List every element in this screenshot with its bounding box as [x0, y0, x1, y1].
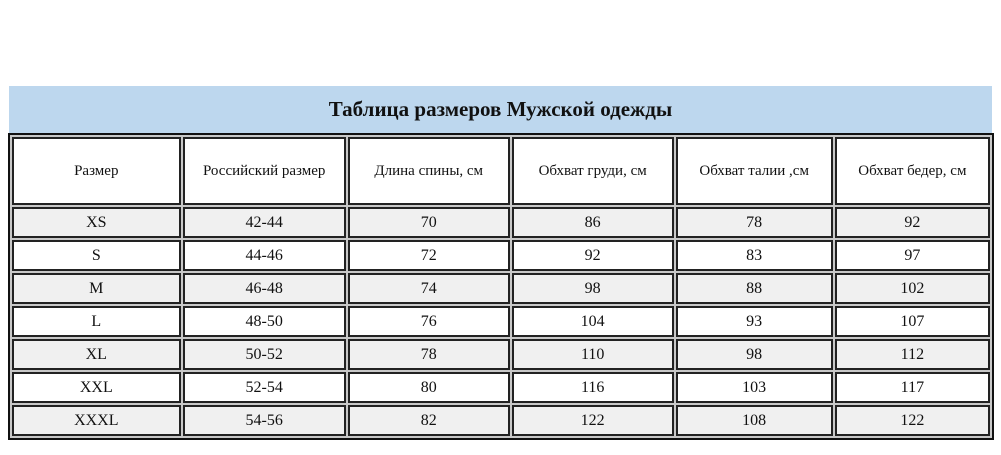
table-cell: L: [12, 306, 181, 337]
table-cell: 108: [675, 405, 833, 436]
table-cell: 97: [834, 240, 990, 271]
table-title: Таблица размеров Мужской одежды: [9, 86, 992, 133]
table-cell: XXXL: [12, 405, 181, 436]
table-row: XXXL 54-56 82 122 108 122: [12, 405, 990, 436]
table-row: XXL 52-54 80 116 103 117: [12, 372, 990, 403]
table-cell: 107: [834, 306, 990, 337]
column-header: Размер: [12, 137, 181, 205]
table-cell: 82: [347, 405, 510, 436]
table-row: L 48-50 76 104 93 107: [12, 306, 990, 337]
table-cell: 70: [347, 207, 510, 238]
table-cell: 122: [834, 405, 990, 436]
table-cell: 117: [834, 372, 990, 403]
table-cell: 98: [675, 339, 833, 370]
table-cell: 72: [347, 240, 510, 271]
column-header: Обхват талии ,см: [675, 137, 833, 205]
table-cell: 78: [675, 207, 833, 238]
table-cell: 74: [347, 273, 510, 304]
table-cell: 122: [511, 405, 674, 436]
table-cell: XS: [12, 207, 181, 238]
table-cell: 110: [511, 339, 674, 370]
table-cell: 80: [347, 372, 510, 403]
table-cell: 112: [834, 339, 990, 370]
table-cell: 76: [347, 306, 510, 337]
table-row: XL 50-52 78 110 98 112: [12, 339, 990, 370]
table-cell: XXL: [12, 372, 181, 403]
header-row: Размер Российский размер Длина спины, см Об…: [12, 137, 990, 205]
table-cell: M: [12, 273, 181, 304]
table-cell: 48-50: [182, 306, 346, 337]
table-cell: 83: [675, 240, 833, 271]
table-cell: XL: [12, 339, 181, 370]
column-header: Российский размер: [182, 137, 346, 205]
table-cell: 93: [675, 306, 833, 337]
table-cell: 102: [834, 273, 990, 304]
table-row: M 46-48 74 98 88 102: [12, 273, 990, 304]
table-cell: 52-54: [182, 372, 346, 403]
size-table: Размер Российский размер Длина спины, см Об…: [8, 133, 994, 440]
table-cell: S: [12, 240, 181, 271]
table-cell: 116: [511, 372, 674, 403]
table-cell: 104: [511, 306, 674, 337]
column-header: Длина спины, см: [347, 137, 510, 205]
column-header: Обхват груди, см: [511, 137, 674, 205]
table-cell: 88: [675, 273, 833, 304]
table-row: XS 42-44 70 86 78 92: [12, 207, 990, 238]
table-cell: 92: [834, 207, 990, 238]
table-cell: 46-48: [182, 273, 346, 304]
table-cell: 86: [511, 207, 674, 238]
table-cell: 42-44: [182, 207, 346, 238]
table-cell: 103: [675, 372, 833, 403]
column-header: Обхват бедер, см: [834, 137, 990, 205]
table-cell: 98: [511, 273, 674, 304]
table-row: S 44-46 72 92 83 97: [12, 240, 990, 271]
table-cell: 50-52: [182, 339, 346, 370]
table-cell: 44-46: [182, 240, 346, 271]
table-cell: 78: [347, 339, 510, 370]
table-cell: 92: [511, 240, 674, 271]
table-cell: 54-56: [182, 405, 346, 436]
